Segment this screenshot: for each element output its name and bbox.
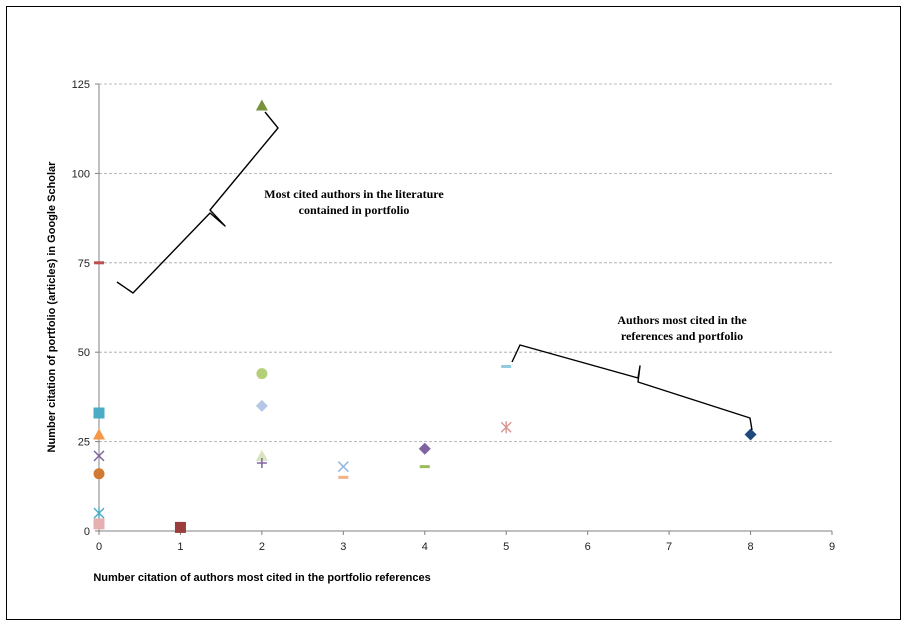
point-triangle <box>93 428 105 440</box>
point-diamond <box>255 399 268 412</box>
point-diamond <box>418 442 431 455</box>
point-square <box>174 521 186 533</box>
data-points <box>93 99 757 533</box>
point-diamond <box>744 428 757 441</box>
annotation-1-line-1: Most cited authors in the literature <box>264 187 444 201</box>
y-tick-label: 100 <box>72 168 90 180</box>
x-tick-label: 6 <box>585 541 591 553</box>
y-tick-labels: 0 25 50 75 100 125 <box>72 79 90 538</box>
point-star <box>93 507 105 520</box>
point-square <box>93 407 105 419</box>
x-tick-label: 1 <box>177 541 183 553</box>
x-tick-label: 5 <box>503 541 509 553</box>
y-axis-title: Number citation of portfolio (articles) … <box>46 161 58 453</box>
point-x <box>93 450 105 462</box>
x-tick-label: 9 <box>829 541 835 553</box>
point-plus <box>256 458 267 469</box>
point-triangle <box>255 99 268 111</box>
point-dash <box>94 261 104 265</box>
chart-frame <box>6 6 901 620</box>
point-square <box>93 518 105 530</box>
x-tick-label: 7 <box>666 541 672 553</box>
x-tick-label: 8 <box>747 541 753 553</box>
annotation-2-line-1: Authors most cited in the <box>617 313 747 327</box>
point-star <box>500 421 512 434</box>
x-tick-label: 0 <box>96 541 102 553</box>
x-tick-labels: 0 1 2 3 4 5 6 7 8 9 <box>96 541 835 553</box>
point-dash <box>501 365 512 369</box>
annotation-2-line-2: references and portfolio <box>621 329 743 343</box>
point-circle <box>256 368 268 380</box>
axes <box>95 83 833 535</box>
point-circle <box>93 468 105 480</box>
point-dash <box>338 475 349 479</box>
point-x <box>337 461 349 473</box>
y-tick-label: 50 <box>78 347 90 359</box>
x-axis-title: Number citation of authors most cited in… <box>93 572 430 584</box>
annotation-1-line-2: contained in portfolio <box>299 203 410 217</box>
y-tick-label: 0 <box>84 526 90 538</box>
y-tick-label: 25 <box>78 437 90 449</box>
x-tick-label: 2 <box>259 541 265 553</box>
point-dash <box>419 465 430 469</box>
gridlines <box>99 83 832 443</box>
x-tick-label: 4 <box>422 541 428 553</box>
brace-most-cited-references <box>511 344 753 431</box>
point-triangle <box>255 449 268 461</box>
y-tick-label: 75 <box>78 258 90 270</box>
brace-most-cited-literature <box>116 111 279 294</box>
y-tick-label: 125 <box>72 79 90 91</box>
x-tick-label: 3 <box>340 541 346 553</box>
